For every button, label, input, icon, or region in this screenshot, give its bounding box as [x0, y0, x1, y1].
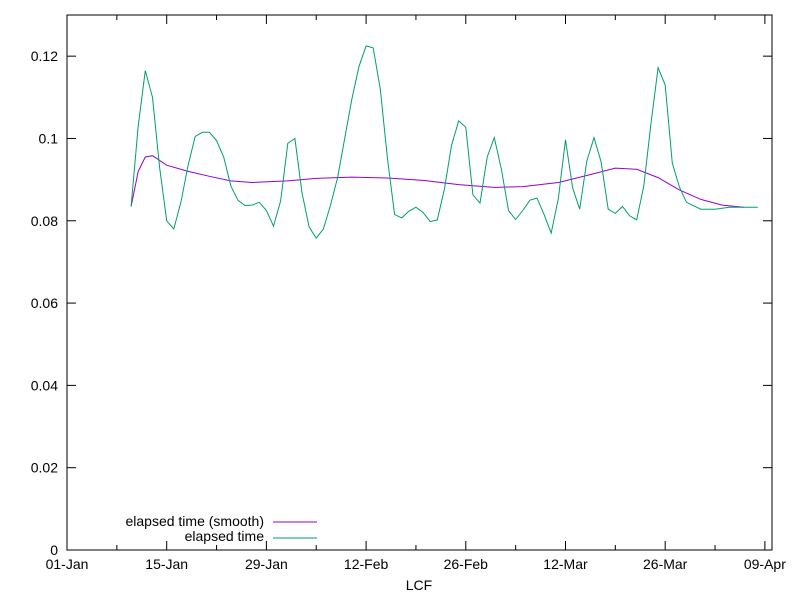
y-tick-label: 0: [50, 542, 58, 558]
x-tick-label: 09-Apr: [744, 556, 786, 572]
plot-area: [130, 45, 758, 239]
legend: elapsed time (smooth) elapsed time: [125, 513, 317, 544]
series-line-0: [130, 155, 744, 208]
x-tick-label: 12-Mar: [543, 556, 588, 572]
x-tick-label: 15-Jan: [145, 556, 188, 572]
legend-label-smooth: elapsed time (smooth): [125, 513, 264, 529]
y-tick-label: 0.08: [31, 213, 58, 229]
x-axis-label: LCF: [406, 577, 432, 593]
x-tick-label: 26-Feb: [444, 556, 489, 572]
x-tick-label: 01-Jan: [46, 556, 89, 572]
y-tick-label: 0.1: [39, 130, 59, 146]
y-tick-label: 0.04: [31, 377, 58, 393]
y-tick-label: 0.02: [31, 460, 58, 476]
x-tick-label: 26-Mar: [643, 556, 688, 572]
series-line-1: [130, 45, 758, 239]
x-axis: 01-Jan 15-Jan 29-Jan 12-Feb 26-Feb 12-Mar 26-M…: [46, 15, 786, 572]
x-tick-label: 29-Jan: [245, 556, 288, 572]
y-tick-label: 0.06: [31, 295, 58, 311]
x-tick-label: 12-Feb: [344, 556, 389, 572]
y-axis: 0 0.02 0.04 0.06 0.08 0.1 0.12: [31, 48, 772, 558]
plot-frame: [66, 14, 773, 551]
legend-label-elapsed: elapsed time: [185, 528, 265, 544]
y-tick-label: 0.12: [31, 48, 58, 64]
